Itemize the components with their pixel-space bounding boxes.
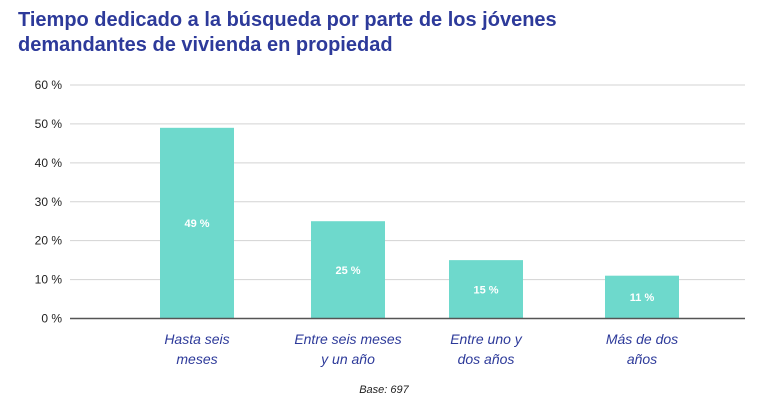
x-category-label: Hasta seis meses (164, 331, 229, 367)
y-tick-label: 10 % (35, 273, 63, 287)
y-tick-label: 0 % (41, 312, 62, 326)
bar (605, 275, 679, 319)
y-tick-label: 20 % (35, 234, 63, 248)
bar (311, 221, 385, 319)
bar-value-label: 15 % (473, 284, 498, 296)
x-category-label: Entre uno y dos años (450, 331, 523, 367)
bar-value-label: 25 % (335, 265, 360, 277)
y-tick-label: 40 % (35, 156, 63, 170)
x-category-label: Más de dos años (606, 331, 678, 367)
bar-value-label: 11 % (630, 292, 655, 304)
bar-value-label: 49 % (184, 218, 209, 230)
y-tick-label: 60 % (35, 78, 63, 92)
y-tick-label: 30 % (35, 195, 63, 209)
bar (449, 260, 523, 319)
base-note: Base: 697 (359, 384, 409, 396)
x-category-label: Entre seis meses y un año (294, 331, 401, 367)
bar (160, 127, 234, 319)
chart-title: Tiempo dedicado a la búsqueda por parte … (18, 9, 557, 56)
y-tick-label: 50 % (35, 117, 63, 131)
